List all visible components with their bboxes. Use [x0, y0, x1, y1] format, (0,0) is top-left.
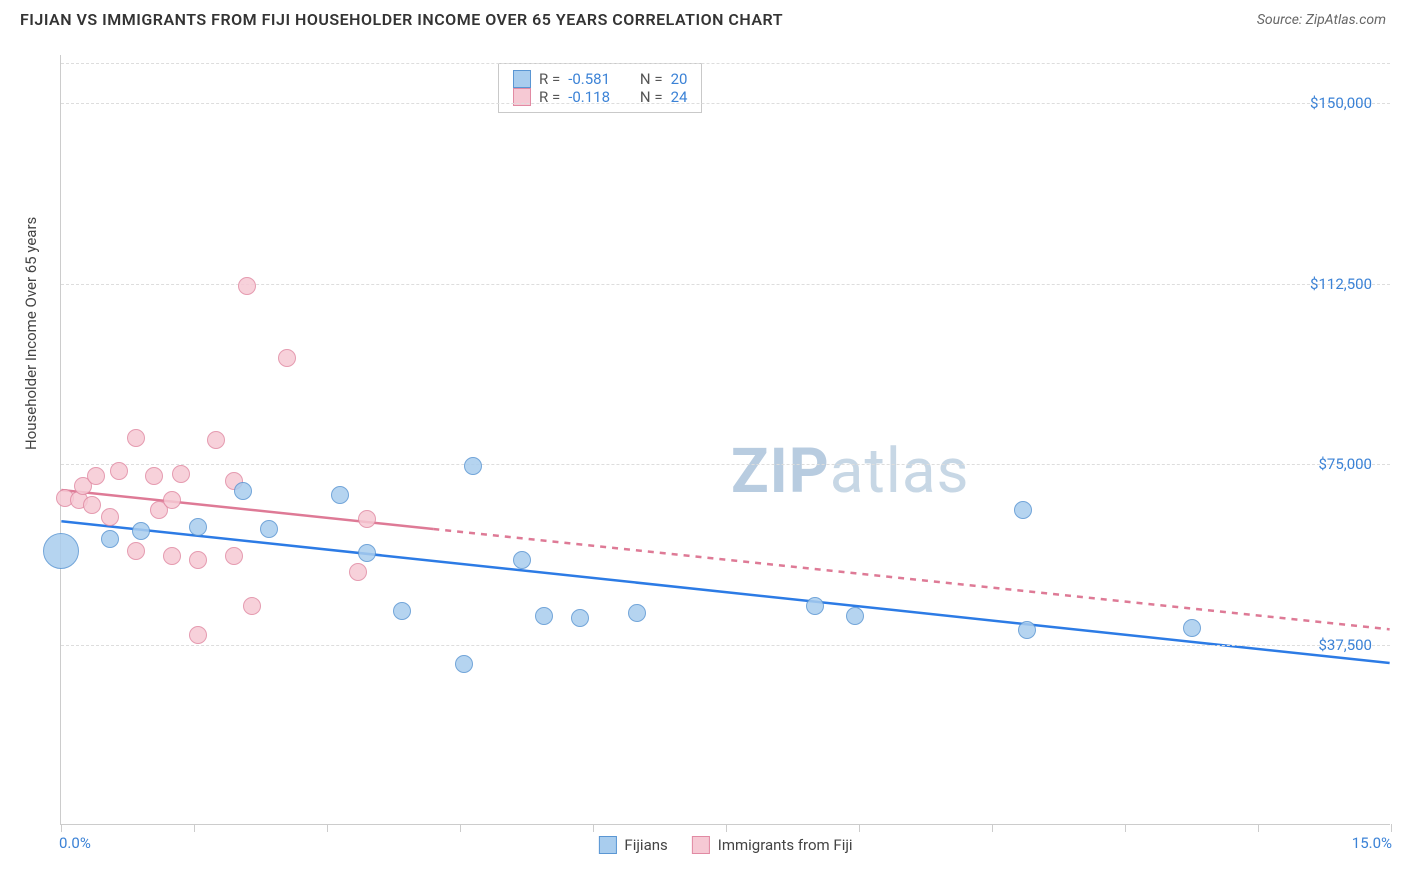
data-point	[87, 467, 105, 485]
data-point	[189, 518, 207, 536]
data-point	[163, 491, 181, 509]
stat-n-value: 20	[671, 70, 688, 88]
data-point	[225, 547, 243, 565]
data-point	[101, 508, 119, 526]
xtick	[460, 824, 461, 832]
data-point	[349, 563, 367, 581]
legend-item: Fijians	[598, 836, 667, 854]
data-point	[234, 482, 252, 500]
data-point	[163, 547, 181, 565]
xtick	[1391, 824, 1392, 832]
watermark: ZIPatlas	[731, 435, 970, 508]
xtick	[992, 824, 993, 832]
ytick-label: $37,500	[1318, 636, 1372, 654]
y-axis-label: Householder Income Over 65 years	[22, 217, 40, 450]
stats-legend-box: R =-0.581 N =20R =-0.118 N =24	[498, 63, 702, 113]
chart-title: FIJIAN VS IMMIGRANTS FROM FIJI HOUSEHOLD…	[20, 10, 783, 29]
legend-label: Immigrants from Fiji	[718, 836, 853, 854]
source-attribution: Source: ZipAtlas.com	[1257, 12, 1386, 28]
xtick	[61, 824, 62, 832]
xtick	[859, 824, 860, 832]
stat-r-value: -0.581	[568, 70, 628, 88]
data-point	[1018, 621, 1036, 639]
ytick-label: $75,000	[1318, 455, 1372, 473]
xtick	[327, 824, 328, 832]
xtick-label: 0.0%	[59, 834, 91, 852]
data-point	[189, 626, 207, 644]
trendlines-layer	[61, 55, 1390, 824]
legend-swatch	[513, 70, 531, 88]
stat-n-label: N =	[636, 70, 662, 88]
ytick-label: $112,500	[1310, 275, 1372, 293]
legend-item: Immigrants from Fiji	[692, 836, 853, 854]
data-point	[110, 462, 128, 480]
ytick-label: $150,000	[1310, 94, 1372, 112]
stat-r-label: R =	[539, 70, 560, 88]
data-point	[571, 609, 589, 627]
gridline	[61, 63, 1390, 64]
data-point	[83, 496, 101, 514]
series-legend: Fijians Immigrants from Fiji	[598, 836, 852, 854]
legend-label: Fijians	[624, 836, 667, 854]
data-point	[846, 607, 864, 625]
data-point	[464, 457, 482, 475]
data-point	[127, 542, 145, 560]
data-point	[358, 544, 376, 562]
data-point	[243, 597, 261, 615]
xtick	[726, 824, 727, 832]
data-point	[207, 431, 225, 449]
data-point	[358, 510, 376, 528]
data-point	[513, 551, 531, 569]
trendline	[61, 521, 1389, 663]
gridline	[61, 284, 1390, 285]
gridline	[61, 103, 1390, 104]
xtick	[1125, 824, 1126, 832]
legend-swatch	[692, 836, 710, 854]
data-point	[189, 551, 207, 569]
legend-swatch	[598, 836, 616, 854]
data-point	[806, 597, 824, 615]
data-point	[393, 602, 411, 620]
data-point	[1183, 619, 1201, 637]
data-point	[238, 277, 256, 295]
data-point	[172, 465, 190, 483]
data-point	[628, 604, 646, 622]
data-point	[127, 429, 145, 447]
xtick	[593, 824, 594, 832]
data-point	[101, 530, 119, 548]
xtick	[194, 824, 195, 832]
data-point	[260, 520, 278, 538]
scatter-chart: ZIPatlas R =-0.581 N =20R =-0.118 N =24 …	[60, 55, 1390, 825]
xtick-label: 15.0%	[1352, 834, 1392, 852]
data-point	[145, 467, 163, 485]
data-point	[132, 522, 150, 540]
data-point	[331, 486, 349, 504]
data-point	[43, 533, 79, 569]
stats-row: R = -0.581 N = 20	[513, 70, 687, 88]
data-point	[535, 607, 553, 625]
data-point	[455, 655, 473, 673]
data-point	[1014, 501, 1032, 519]
xtick	[1258, 824, 1259, 832]
gridline	[61, 464, 1390, 465]
gridline	[61, 645, 1390, 646]
data-point	[278, 349, 296, 367]
